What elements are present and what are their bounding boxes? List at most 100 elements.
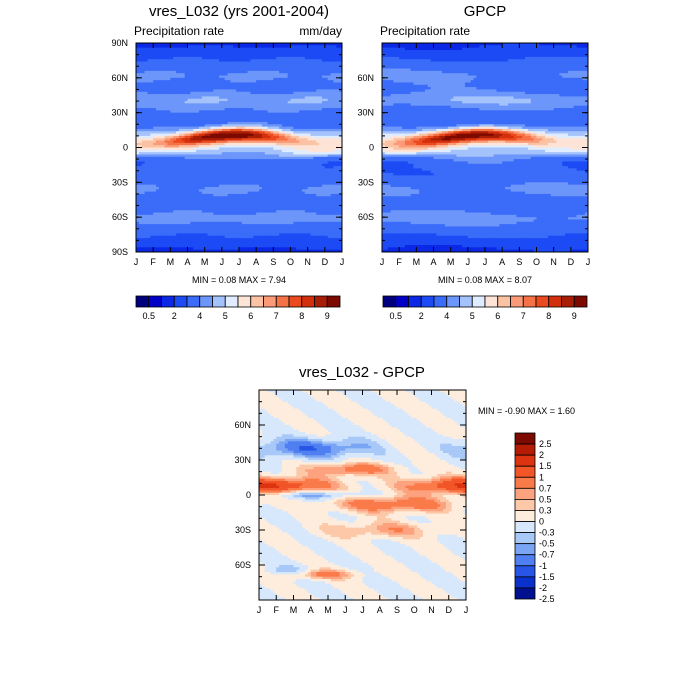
field-cell [284,87,289,90]
field-cell [190,66,194,69]
field-cell [216,163,220,167]
field-cell [267,94,271,97]
field-cell [287,149,291,153]
field-cell [196,147,200,151]
field-cell [198,121,203,125]
field-cell [207,138,211,141]
field-cell [336,73,340,76]
field-cell [204,166,208,169]
field-cell [284,110,289,114]
field-cell [316,75,320,79]
field-cell [339,138,343,141]
field-cell [204,175,208,179]
field-cell [301,114,306,118]
field-cell [330,117,334,121]
field-cell [324,117,329,121]
field-cell [264,128,269,132]
field-cell [156,196,160,199]
field-cell [244,196,248,199]
field-cell [267,156,271,160]
field-cell [281,110,286,114]
field-cell [147,84,151,88]
field-cell [224,52,228,56]
field-cell [173,147,177,151]
field-cell [190,91,194,95]
field-cell [301,75,306,79]
field-cell [239,177,243,181]
field-cell [290,156,294,160]
field-cell [176,203,180,206]
field-cell [256,61,260,65]
field-cell [321,82,326,86]
field-cell [167,91,171,95]
field-cell [281,73,286,76]
field-cell [150,193,154,197]
field-cell [290,75,294,79]
field-cell [316,161,320,165]
field-cell [241,94,246,97]
field-cell [190,101,194,104]
field-cell [276,200,280,204]
field-cell [296,184,300,188]
field-cell [307,138,311,141]
field-cell [207,105,211,109]
field-cell [310,108,314,111]
field-cell [313,128,317,132]
field-cell [224,196,228,199]
field-cell [227,191,231,195]
field-cell [184,159,188,162]
field-cell [330,91,334,95]
field-cell [307,121,311,125]
field-cell [330,61,334,65]
field-cell [201,91,206,95]
field-cell [293,154,297,158]
field-cell [259,52,263,56]
field-cell [138,47,143,51]
field-cell [161,126,166,130]
field-cell [304,117,309,121]
field-cell [270,108,274,111]
field-cell [227,108,231,111]
field-cell [270,80,274,83]
field-cell [327,189,331,193]
field-cell [150,94,154,97]
field-cell [279,175,283,179]
field-cell [150,156,154,160]
field-cell [190,119,194,123]
field-cell [279,163,283,167]
field-cell [324,101,329,104]
field-cell [170,124,174,127]
field-cell [321,145,326,148]
field-cell [241,138,246,141]
field-cell [247,128,251,132]
field-cell [316,96,320,100]
field-cell [253,61,257,65]
field-cell [224,128,228,132]
field-cell [279,110,283,114]
field-cell [178,84,183,88]
field-cell [178,49,183,53]
field-cell [296,196,300,199]
field-cell [259,75,263,79]
field-cell [176,66,180,69]
field-cell [141,161,145,165]
field-cell [138,91,143,95]
field-cell [193,91,197,95]
field-cell [221,196,226,199]
field-cell [221,98,226,102]
field-cell [141,145,145,148]
field-cell [201,189,206,193]
field-cell [241,61,246,65]
field-cell [161,135,166,139]
field-cell [178,168,183,172]
field-cell [156,166,160,169]
field-cell [233,49,237,53]
field-cell [216,198,220,202]
field-cell [170,196,174,199]
field-cell [270,156,274,160]
field-cell [213,89,217,93]
field-cell [321,96,326,100]
field-cell [161,166,166,169]
field-cell [141,63,145,67]
field-cell [259,105,263,109]
